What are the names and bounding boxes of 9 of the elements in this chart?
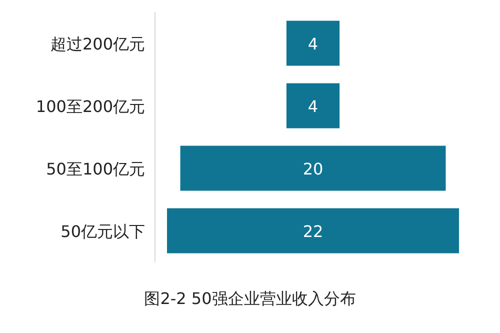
data-label: 4 [308, 34, 318, 54]
data-label: 22 [302, 222, 324, 241]
category-label: 50至100亿元 [46, 159, 145, 178]
category-label: 超过200亿元 [50, 34, 145, 54]
data-label: 4 [308, 96, 318, 116]
category-label: 50亿元以下 [60, 222, 145, 241]
category-label: 100至200亿元 [36, 96, 145, 116]
data-label: 20 [302, 159, 324, 178]
text: 图2-2 50强企业营业收入分布 [144, 289, 356, 308]
